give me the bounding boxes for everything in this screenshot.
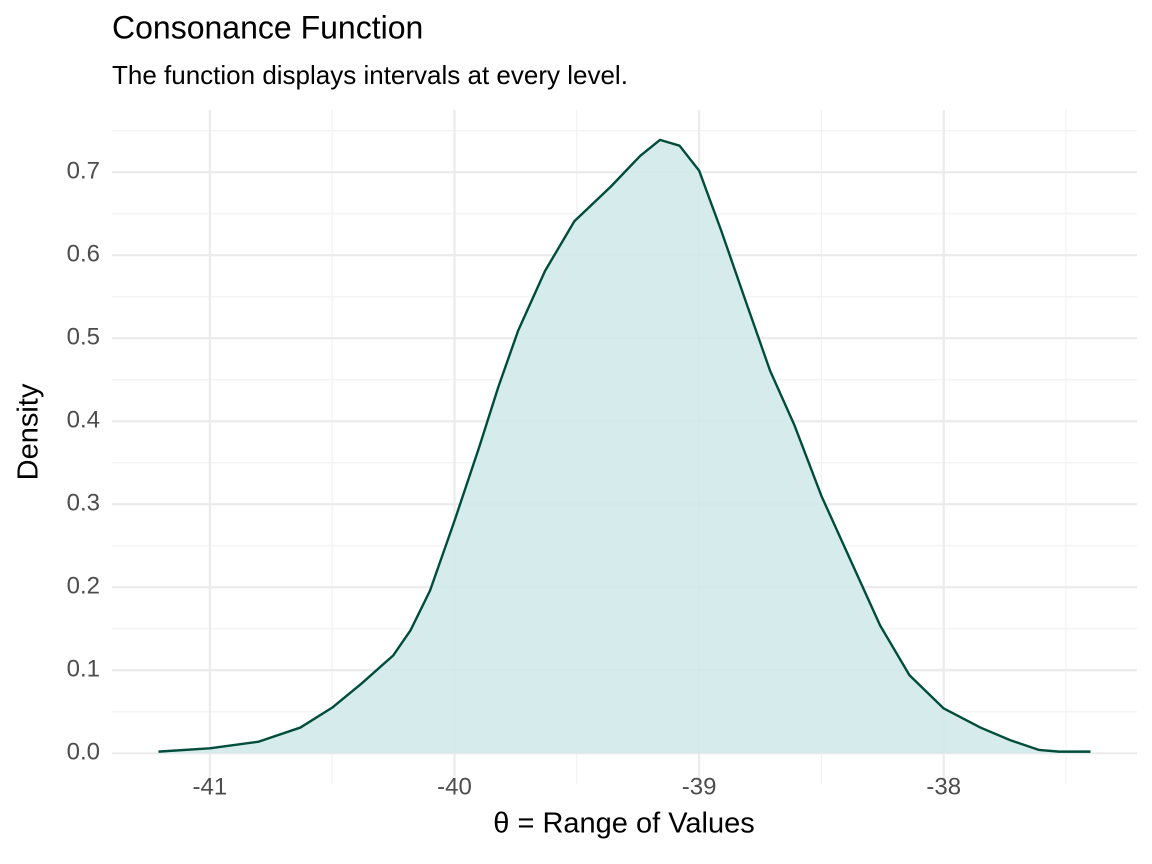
x-tick-label: -38 [926, 773, 961, 800]
x-tick-label: -39 [682, 773, 717, 800]
density-line [158, 138, 1091, 753]
y-tick-label: 0.6 [67, 241, 100, 268]
chart-subtitle: The function displays intervals at every… [112, 60, 628, 90]
plot [158, 138, 1091, 754]
y-tick-label: 0.1 [67, 656, 100, 683]
y-tick-label: 0.0 [67, 739, 100, 766]
y-tick-label: 0.3 [67, 490, 100, 517]
y-tick-label: 0.5 [67, 324, 100, 351]
x-axis-title: θ = Range of Values [493, 808, 754, 840]
y-tick-label: 0.2 [67, 573, 100, 600]
y-tick-label: 0.4 [67, 407, 100, 434]
chart-title: Consonance Function [112, 9, 423, 45]
x-tick-label: -41 [193, 773, 228, 800]
density-area [158, 139, 1091, 754]
y-axis-title: Density [13, 383, 45, 480]
x-tick-label: -40 [437, 773, 472, 800]
y-tick-label: 0.7 [67, 158, 100, 185]
